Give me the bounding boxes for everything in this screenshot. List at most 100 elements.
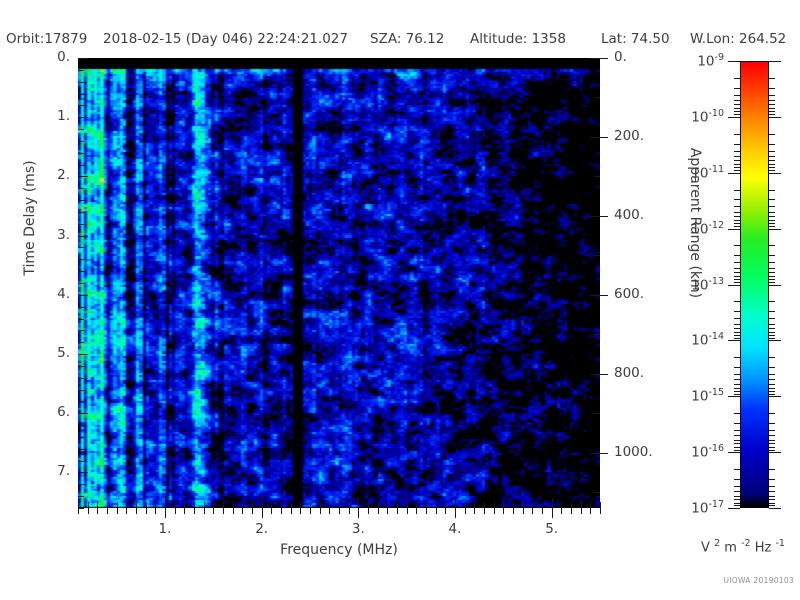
x-major-tick — [165, 508, 166, 518]
colorbar-minor-tick-right — [769, 276, 775, 277]
colorbar-minor-tick-left — [734, 245, 740, 246]
colorbar-units-base-v: V — [701, 540, 710, 556]
y-left-tick-label: 4. — [57, 285, 70, 302]
x-minor-tick — [416, 508, 417, 514]
colorbar-units-label: V 2 m -2 Hz -1 — [688, 538, 798, 555]
colorbar-minor-tick-right — [769, 496, 775, 497]
colorbar-major-tick-right — [769, 285, 781, 286]
colorbar-minor-tick-left — [734, 114, 740, 115]
x-inner-tick — [271, 502, 272, 508]
y-left-minor-tick — [78, 401, 84, 402]
colorbar-minor-tick-left — [734, 435, 740, 436]
x-minor-tick — [204, 508, 205, 514]
x-inner-tick — [165, 498, 166, 508]
colorbar-minor-tick-left — [734, 95, 740, 96]
header-field-5: W.Lon: 264.52 — [690, 31, 787, 47]
colorbar-minor-tick-right — [769, 332, 775, 333]
colorbar-minor-tick-left — [734, 469, 740, 470]
y-left-minor-tick — [78, 484, 84, 485]
x-major-tick — [552, 508, 553, 518]
header-field-0: Orbit:17879 — [6, 31, 88, 47]
x-minor-tick — [513, 508, 514, 514]
y-left-minor-tick — [78, 188, 84, 189]
colorbar-tick-label: 10-12 — [668, 220, 724, 238]
colorbar-minor-tick-right — [769, 469, 775, 470]
y-left-minor-tick — [78, 366, 84, 367]
x-minor-tick — [88, 508, 89, 514]
colorbar-minor-tick-right — [769, 413, 775, 414]
x-inner-tick — [310, 502, 311, 508]
y-right-tick-label: 0. — [614, 49, 627, 65]
colorbar-units-exp-m: -2 — [741, 538, 751, 549]
colorbar-minor-tick-right — [769, 374, 775, 375]
y-left-tick-label: 6. — [57, 404, 70, 421]
colorbar-gradient — [741, 62, 768, 507]
x-inner-tick — [416, 502, 417, 508]
x-inner-tick — [339, 502, 340, 508]
colorbar-minor-tick-left — [734, 88, 740, 89]
x-minor-tick — [349, 508, 350, 514]
x-inner-tick — [484, 502, 485, 508]
colorbar-minor-tick-left — [734, 156, 740, 157]
y-right-outer-tick — [600, 453, 608, 454]
x-minor-tick — [532, 508, 533, 514]
x-tick-label: 1. — [158, 521, 172, 537]
colorbar-minor-tick-right — [769, 279, 775, 280]
colorbar-minor-tick-right — [769, 206, 775, 207]
x-minor-tick — [503, 508, 504, 514]
spectrogram-canvas — [78, 58, 600, 508]
y-left-tick-label: 2. — [57, 167, 70, 184]
colorbar-major-tick-left — [728, 396, 740, 397]
colorbar-minor-tick-right — [769, 268, 775, 269]
colorbar-tick-label: 10-10 — [668, 108, 724, 126]
colorbar-label-exponent: -10 — [708, 108, 724, 119]
x-inner-tick — [252, 502, 253, 508]
colorbar-minor-tick-left — [734, 108, 740, 109]
colorbar-major-tick-right — [769, 117, 781, 118]
x-minor-tick — [445, 508, 446, 514]
colorbar-tick-label: 10-17 — [668, 499, 724, 517]
colorbar-minor-tick-left — [734, 100, 740, 101]
x-inner-tick — [300, 502, 301, 508]
colorbar-minor-tick-left — [734, 374, 740, 375]
y-left-minor-tick — [78, 212, 84, 213]
y-right-minor-tick — [594, 97, 600, 98]
colorbar-minor-tick-left — [734, 479, 740, 480]
colorbar-minor-tick-left — [734, 282, 740, 283]
colorbar-label-exponent: -17 — [708, 499, 724, 510]
x-minor-tick — [281, 508, 282, 514]
colorbar-minor-tick-left — [734, 450, 740, 451]
y-left-minor-tick — [78, 259, 84, 260]
y-left-minor-tick — [78, 165, 84, 166]
colorbar-minor-tick-right — [769, 272, 775, 273]
colorbar-minor-tick-left — [734, 262, 740, 263]
colorbar-label-mantissa: 10 — [691, 444, 709, 461]
colorbar-minor-tick-right — [769, 170, 775, 171]
colorbar-label-mantissa: 10 — [697, 53, 715, 70]
y-right-tick-label: 1000. — [614, 443, 653, 460]
header-field-1: 2018-02-15 (Day 046) 22:24:21.027 — [103, 31, 348, 47]
colorbar-major-tick-left — [728, 452, 740, 453]
x-inner-tick — [455, 498, 456, 508]
x-inner-tick — [136, 502, 137, 508]
x-minor-tick — [378, 508, 379, 514]
colorbar-minor-tick-right — [769, 435, 775, 436]
colorbar-minor-tick-left — [734, 443, 740, 444]
colorbar-minor-tick-left — [734, 440, 740, 441]
colorbar-minor-tick-right — [769, 486, 775, 487]
colorbar-minor-tick-left — [734, 268, 740, 269]
y-left-minor-tick — [78, 82, 84, 83]
x-inner-tick — [445, 502, 446, 508]
header-field-3: Altitude: 1358 — [470, 31, 566, 47]
y-left-minor-tick — [78, 129, 84, 130]
x-minor-tick — [291, 508, 292, 514]
colorbar-minor-tick-right — [769, 443, 775, 444]
colorbar-label-mantissa: 10 — [691, 109, 709, 126]
y-left-minor-tick — [78, 200, 84, 201]
colorbar-units-exp-hz: -1 — [775, 538, 785, 549]
colorbar-minor-tick-right — [769, 391, 775, 392]
y-left-major-tick — [78, 472, 88, 473]
colorbar-minor-tick-right — [769, 156, 775, 157]
colorbar-minor-tick-left — [734, 384, 740, 385]
colorbar-minor-tick-left — [734, 391, 740, 392]
